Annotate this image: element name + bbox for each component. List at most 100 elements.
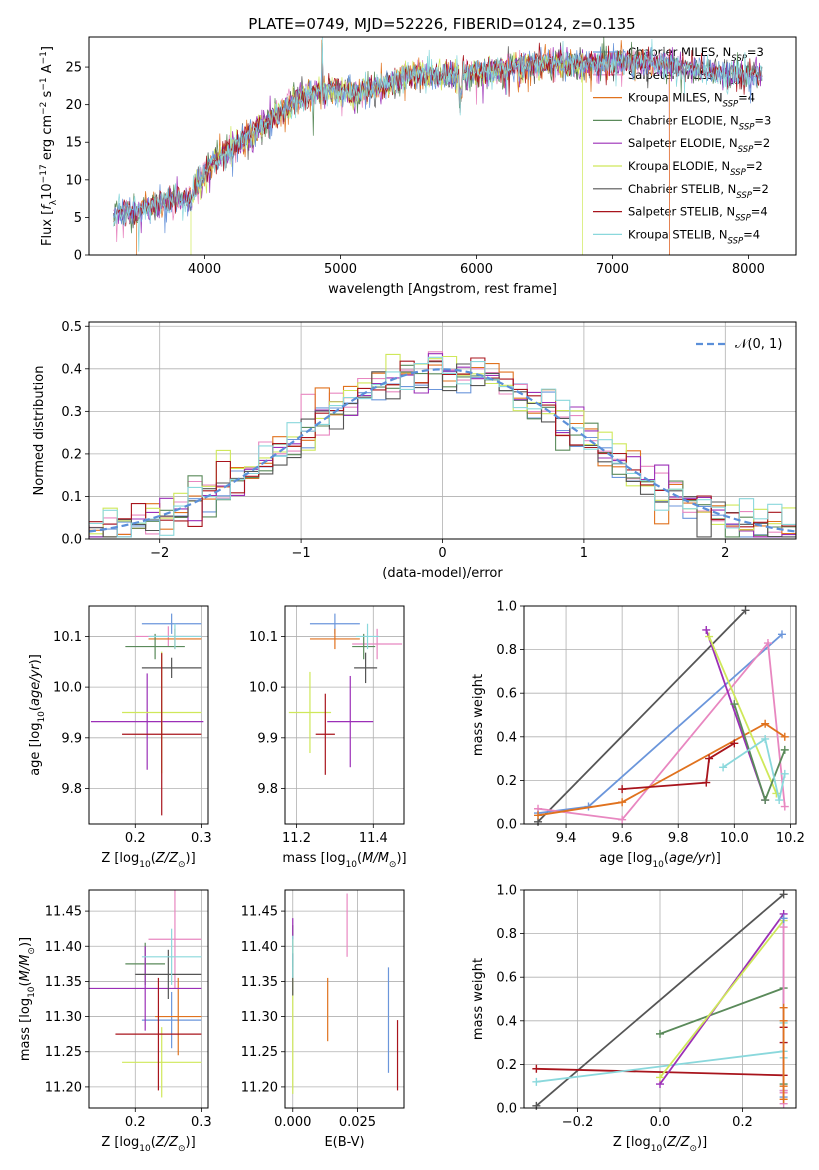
errorbar-kroupa-stelib [141, 928, 202, 985]
weight-point-salpeter-elodie [702, 625, 711, 634]
y-tick-label: 0.0 [496, 1102, 517, 1117]
weight-point-kroupa-miles [534, 811, 543, 820]
y-tick-label: 0.4 [61, 362, 82, 377]
residuals-axes: −2 −1 0 1 2 0.0 0.1 0.2 0.3 0.4 0.5 (data-model)/er… [32, 320, 797, 581]
errorbar-salpeter-stelib [115, 977, 202, 1091]
y-tick-label: 10.1 [53, 630, 82, 645]
axes-frame [284, 889, 405, 1109]
weight-line-kroupa-miles [537, 722, 786, 817]
legend-label-salpeter-elodie: Salpeter ELODIE, NSSP=2 [628, 136, 770, 155]
mass_vs_ebv-axes: 0.000 0.025 11.20 11.25 11.30 11.35 11.40 11.45… [241, 889, 405, 1150]
weight-point-kroupa-miles [779, 1016, 788, 1025]
errorbar-salpeter-stelib [122, 653, 202, 816]
weight_vs_Z-axes: −0.2 0.0 0.2 0.0 0.2 0.4 0.6 0.8 1.0 Z [log10(Z/Z… [471, 884, 797, 1154]
errorbar-salpeter-elodie [89, 946, 202, 1031]
x-tick-label: 0.2 [125, 1115, 146, 1130]
y-tick-label: 11.20 [241, 1080, 278, 1095]
y-axis-label: mass [log10(M/M⊙)] [18, 937, 37, 1061]
errorbar-kroupa-stelib [356, 623, 380, 650]
y-tick-label: 0.1 [61, 490, 82, 505]
spectrum-axes: 4000 5000 6000 7000 8000 0 5 10 15 20 25 wavelength… [39, 36, 797, 297]
axes-frame [88, 889, 209, 1109]
weight-point-kroupa-miles [761, 719, 770, 728]
weight-line-kroupa-elodie [659, 919, 785, 1079]
legend-label-chabrier-stelib: Chabrier STELIB, NSSP=2 [628, 182, 769, 201]
mass_vs_Z-axes: 0.2 0.3 11.20 11.25 11.30 11.35 11.40 11.45 Z [l… [18, 889, 212, 1154]
y-tick-label: 11.40 [241, 940, 278, 955]
axes-frame [88, 36, 797, 256]
weight-point-chabrier-stelib [741, 606, 750, 615]
y-tick-label: 0.2 [61, 447, 82, 462]
y-tick-label: 11.25 [45, 1045, 82, 1060]
y-tick-label: 1.0 [496, 600, 517, 615]
x-tick-label: 9.4 [556, 831, 577, 846]
y-tick-label: 0.8 [496, 927, 517, 942]
x-tick-label: 0.000 [274, 1115, 311, 1130]
errorbar-chabrier-elodie [352, 633, 376, 660]
x-tick-label: −1 [292, 546, 311, 561]
errorbar-chabrier-miles [141, 991, 202, 1049]
x-tick-label: 10.2 [776, 831, 805, 846]
x-tick-label: 4000 [188, 262, 221, 277]
x-tick-label: 7000 [596, 262, 629, 277]
y-tick-label: 0.4 [496, 1014, 517, 1029]
y-tick-label: 0.0 [61, 533, 82, 548]
errorbar-kroupa-elodie [122, 1027, 202, 1098]
weight-point-chabrier-elodie [730, 700, 739, 709]
x-axis-label: age [log10(age/yr)] [599, 851, 721, 870]
x-axis-label: wavelength [Angstrom, rest frame] [328, 282, 557, 297]
axes-frame [88, 605, 209, 825]
weight-point-chabrier-elodie [761, 796, 770, 805]
y-tick-label: 5 [74, 211, 82, 226]
y-tick-label: 0.0 [496, 818, 517, 833]
y-tick-label: 11.35 [241, 975, 278, 990]
errorbar-salpeter-miles [352, 628, 403, 660]
y-tick-label: 9.9 [61, 731, 82, 746]
weight-point-salpeter-miles [618, 815, 627, 824]
x-axis-label: Z [log10(Z/Z⊙)] [101, 1135, 195, 1154]
x-tick-label: 0.0 [650, 1115, 671, 1130]
axes-frame [523, 605, 797, 825]
y-tick-label: 10 [65, 173, 82, 188]
weight-point-salpeter-stelib [730, 739, 739, 748]
weight-point-salpeter-stelib [532, 1064, 541, 1073]
y-tick-label: 0.2 [496, 774, 517, 789]
y-tick-label: 9.8 [257, 782, 278, 797]
weight-point-kroupa-stelib [719, 763, 728, 772]
weight-point-kroupa-miles [779, 1082, 788, 1091]
y-axis-label: Flux [fλ10−17 erg cm−2 s−1 A−1] [39, 46, 59, 246]
weight-line-salpeter-miles [537, 640, 786, 821]
x-tick-label: 0.3 [191, 831, 212, 846]
y-tick-label: 10.1 [249, 630, 278, 645]
errorbar-chabrier-stelib [141, 657, 202, 678]
y-tick-label: 25 [65, 61, 82, 76]
weight-point-kroupa-miles [780, 732, 789, 741]
errorbar-chabrier-elodie [125, 633, 185, 660]
errorbar-chabrier-stelib [135, 949, 202, 999]
weight-point-salpeter-miles [763, 639, 772, 648]
y-tick-label: 11.20 [45, 1080, 82, 1095]
weight-point-salpeter-stelib [702, 778, 711, 787]
y-tick-label: 15 [65, 136, 82, 151]
age_vs_Z-axes: 0.2 0.3 9.8 9.9 10.0 10.1 Z [log10(Z/Z⊙)] age [… [28, 605, 212, 870]
y-tick-label: 0 [74, 249, 82, 264]
histogram-chabrier-miles [89, 371, 796, 538]
legend-label-chabrier-miles: Chabrier MILES, NSSP=3 [628, 45, 764, 64]
errorbar-chabrier-miles [141, 613, 202, 634]
x-tick-label: 0.3 [191, 1115, 212, 1130]
y-tick-label: 10.0 [249, 681, 278, 696]
weight-point-kroupa-elodie [705, 632, 714, 641]
y-axis-label: mass weight [471, 958, 486, 1040]
x-axis-label: mass [log10(M/M⊙)] [282, 851, 406, 870]
legend-label-kroupa-elodie: Kroupa ELODIE, NSSP=2 [628, 159, 763, 178]
y-axis-label: age [log10(age/yr)] [28, 654, 47, 776]
errorbar-salpeter-elodie [327, 675, 374, 768]
weight-point-salpeter-stelib [705, 754, 714, 763]
age_vs_mass-axes: 11.2 11.4 9.8 9.9 10.0 10.1 mass [log10(M/M⊙)] [249, 605, 407, 870]
y-tick-label: 9.9 [257, 731, 278, 746]
y-tick-label: 0.6 [496, 971, 517, 986]
errorbar-salpeter-stelib [315, 693, 335, 775]
x-axis-label: (data-model)/error [382, 566, 503, 581]
x-tick-label: 6000 [460, 262, 493, 277]
